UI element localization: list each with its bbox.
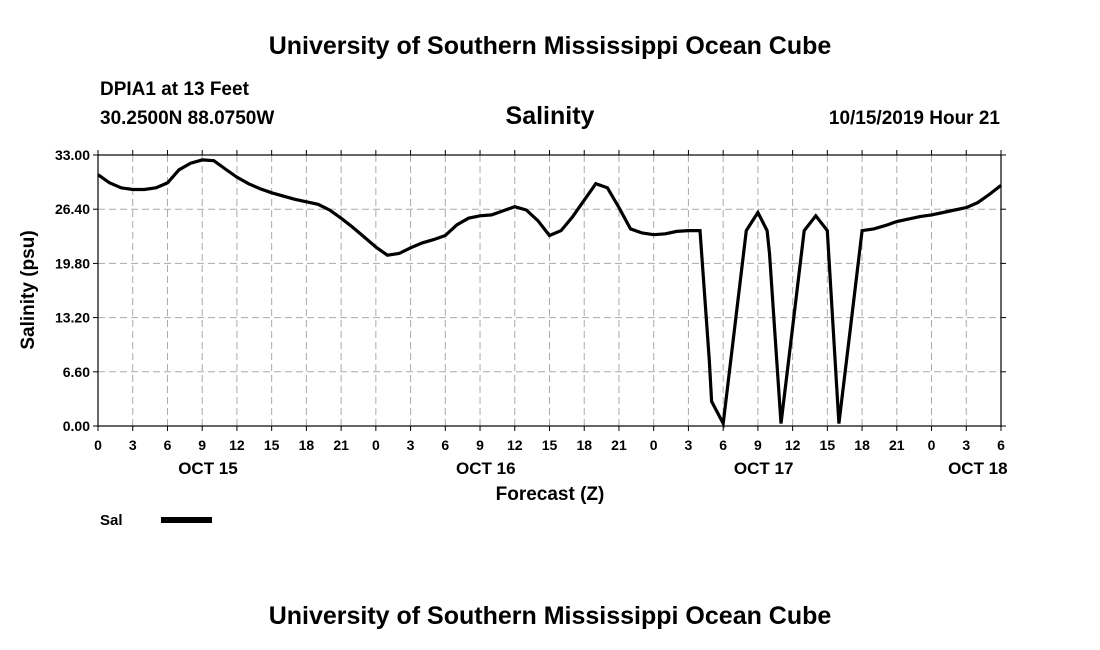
x-tick-label: 18 xyxy=(576,437,592,453)
x-tick-label: 15 xyxy=(264,437,280,453)
x-tick-label: 15 xyxy=(542,437,558,453)
y-tick-label: 26.40 xyxy=(55,201,90,217)
y-tick-label: 19.80 xyxy=(55,255,90,271)
footer-title: University of Southern Mississippi Ocean… xyxy=(269,602,832,630)
x-tick-label: 6 xyxy=(719,437,727,453)
legend: Sal xyxy=(100,512,212,529)
station-label: DPIA1 at 13 Feet xyxy=(100,79,250,100)
date-labels: OCT 15 OCT 16 OCT 17 OCT 18 xyxy=(178,459,1007,478)
x-tick-label: 3 xyxy=(407,437,415,453)
x-tick-label: 9 xyxy=(198,437,206,453)
plot-frame xyxy=(97,154,1002,427)
y-tick-label: 33.00 xyxy=(55,147,90,163)
grid-lines xyxy=(93,150,1006,431)
date-label: OCT 15 xyxy=(178,459,238,478)
y-tick-label: 13.20 xyxy=(55,310,90,326)
x-tick-label: 18 xyxy=(854,437,870,453)
x-tick-label: 6 xyxy=(441,437,449,453)
legend-swatch-sal xyxy=(161,517,212,523)
x-tick-label: 6 xyxy=(997,437,1005,453)
x-tick-label: 9 xyxy=(754,437,762,453)
x-tick-label: 15 xyxy=(820,437,836,453)
x-axis-label: Forecast (Z) xyxy=(496,484,605,505)
y-tick-label: 6.60 xyxy=(63,364,90,380)
x-tick-label: 12 xyxy=(507,437,523,453)
x-tick-label: 9 xyxy=(476,437,484,453)
forecast-timestamp: 10/15/2019 Hour 21 xyxy=(829,108,1001,129)
x-tick-label: 21 xyxy=(889,437,905,453)
y-tick-label: 0.00 xyxy=(63,418,90,434)
x-tick-label: 0 xyxy=(928,437,936,453)
x-tick-label: 0 xyxy=(372,437,380,453)
x-tick-label: 12 xyxy=(785,437,801,453)
station-coords: 30.2500N 88.0750W xyxy=(100,108,274,129)
date-label: OCT 16 xyxy=(456,459,516,478)
date-label: OCT 18 xyxy=(948,459,1008,478)
x-tick-label: 6 xyxy=(164,437,172,453)
x-tick-label: 12 xyxy=(229,437,245,453)
x-tick-label: 3 xyxy=(962,437,970,453)
legend-label-sal: Sal xyxy=(100,512,123,529)
series-line-sal xyxy=(97,158,1002,429)
x-tick-label: 21 xyxy=(611,437,627,453)
x-tick-label: 3 xyxy=(685,437,693,453)
x-tick-label: 0 xyxy=(94,437,102,453)
x-tick-labels: 0 3 6 9 12 15 18 21 0 3 6 9 12 15 18 21 0 3 6 9 12 15 18 21 0 3 6 xyxy=(94,437,1005,453)
y-tick-labels: 0.00 6.60 13.20 19.80 26.40 33.00 xyxy=(55,147,90,434)
x-tick-label: 3 xyxy=(129,437,137,453)
x-tick-label: 0 xyxy=(650,437,658,453)
chart-title: Salinity xyxy=(506,102,595,130)
page-title: University of Southern Mississippi Ocean… xyxy=(269,32,832,60)
x-tick-label: 18 xyxy=(299,437,315,453)
date-label: OCT 17 xyxy=(734,459,794,478)
y-axis-label: Salinity (psu) xyxy=(18,230,39,349)
x-tick-label: 21 xyxy=(333,437,349,453)
